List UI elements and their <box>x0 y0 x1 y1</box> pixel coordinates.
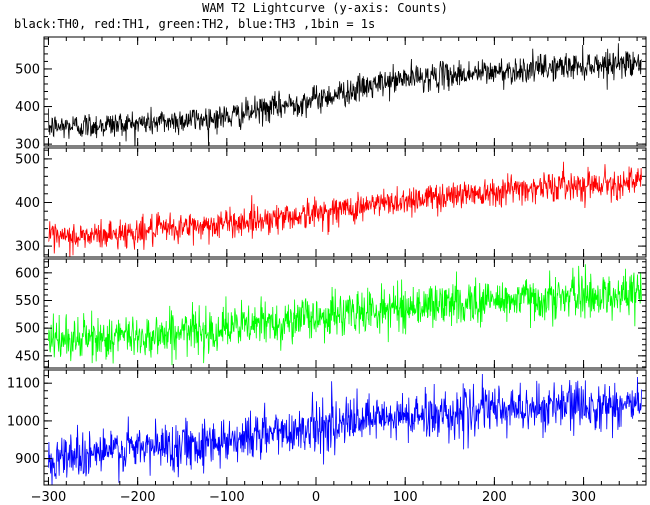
y-tick-label: 550 <box>15 294 40 309</box>
x-tick-label: 100 <box>393 490 418 505</box>
y-tick-label: 500 <box>15 62 40 77</box>
panel-th3: 900 1000 1100 <box>7 369 647 486</box>
y-tick-label: 400 <box>15 100 40 115</box>
panel-th0: 300 400 500 <box>15 36 647 153</box>
x-tick-label: 0 <box>312 490 320 505</box>
panel-frame <box>43 258 647 369</box>
y-tick-label: 300 <box>15 138 40 153</box>
y-tick-label: 450 <box>15 349 40 364</box>
panel-frame <box>43 369 647 486</box>
chart-subtitle: black:TH0, red:TH1, green:TH2, blue:TH3 … <box>14 17 375 31</box>
y-tick-label: 1000 <box>7 414 40 429</box>
y-tick-label: 500 <box>15 152 40 167</box>
y-tick-label: 1100 <box>7 377 40 392</box>
x-tick-label: 300 <box>571 490 596 505</box>
y-tick-label: 500 <box>15 322 40 337</box>
series-line-th3 <box>48 374 642 485</box>
panels-group: 3004005003004005004505005506009001000110… <box>7 36 647 486</box>
y-tick-label: 600 <box>15 266 40 281</box>
x-tick-label: −100 <box>209 490 245 505</box>
y-tick-label: 900 <box>15 452 40 467</box>
panel-th1: 300 400 500 <box>15 147 647 258</box>
chart-title: WAM T2 Lightcurve (y-axis: Counts) <box>202 1 448 15</box>
x-tick-label: −300 <box>31 490 67 505</box>
x-tick-label: −200 <box>120 490 156 505</box>
panel-th2: 450 500 550 600 <box>15 258 647 369</box>
x-tick-label: 200 <box>482 490 507 505</box>
series-line-th0 <box>48 43 642 146</box>
y-tick-label: 400 <box>15 196 40 211</box>
x-axis: −300 −200 −100 0 100 200 300 <box>31 490 596 505</box>
series-line-th1 <box>48 161 642 257</box>
series-line-th2 <box>48 264 642 366</box>
y-tick-label: 300 <box>15 240 40 255</box>
